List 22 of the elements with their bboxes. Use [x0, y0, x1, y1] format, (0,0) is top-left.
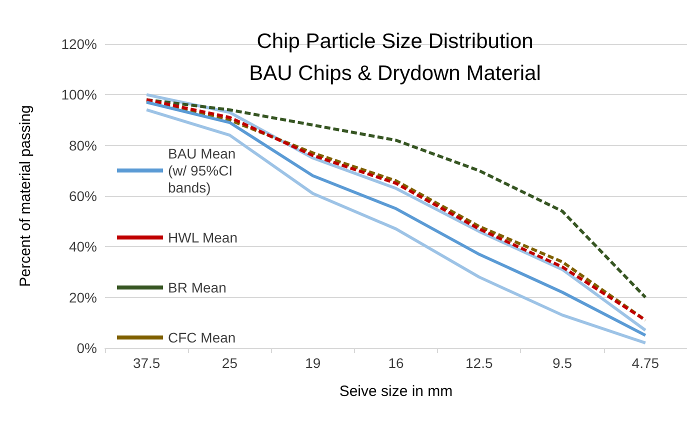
x-tick-label: 12.5: [466, 355, 493, 371]
x-tick-label: 9.5: [552, 355, 572, 371]
x-tick-label: 19: [305, 355, 321, 371]
y-tick-label: 100%: [61, 86, 97, 103]
legend-label: BR Mean: [168, 280, 226, 296]
x-axis-title: Seive size in mm: [339, 383, 453, 400]
legend-label: HWL Mean: [168, 230, 238, 246]
y-tick-label: 20%: [68, 289, 97, 306]
text: BAU Chips & Drydown Material: [249, 62, 541, 85]
legend-label: CFC Mean: [168, 330, 236, 346]
x-tick-label: 37.5: [132, 355, 160, 371]
x-tick-label: 25: [222, 355, 238, 371]
y-tick-label: 80%: [68, 137, 97, 154]
y-tick-label: 40%: [68, 238, 97, 255]
y-tick-label: 60%: [68, 188, 97, 204]
y-tick-label: 0%: [76, 340, 97, 356]
y-tick-label: 120%: [61, 36, 97, 52]
legend-label: BAU Mean (w/ 95%CI bands): [168, 146, 240, 196]
x-tick-label: 16: [388, 355, 404, 371]
chart-title: Chip Particle Size Distribution: [256, 30, 534, 53]
x-tick-label: 4.75: [632, 355, 660, 371]
y-axis-title: Percent of material passing: [17, 105, 34, 287]
